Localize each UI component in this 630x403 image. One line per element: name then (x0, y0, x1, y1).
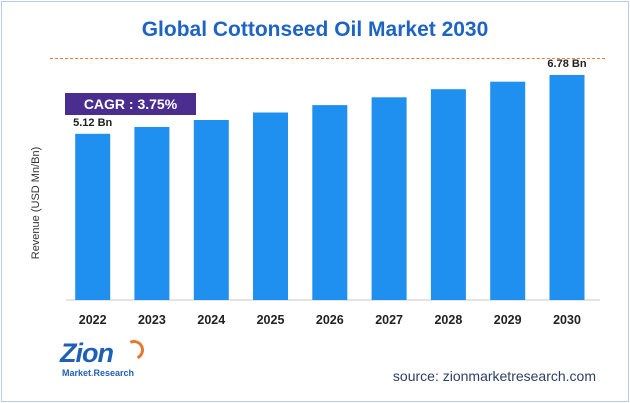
bar-2024 (193, 120, 229, 300)
bar-2025 (253, 112, 288, 300)
y-axis-label: Revenue (USD Mn/Bn) (30, 146, 42, 260)
logo-wordmark: Zion (60, 338, 114, 368)
bars-layer: 2022 5.12 Bn 2023 2024 2025 2026 2027 2028 2029 2… (73, 58, 587, 327)
x-tick-label-2025: 2025 (257, 313, 285, 327)
source-note: source: zionmarketresearch.com (392, 368, 596, 384)
bar-2023 (134, 127, 170, 300)
chart-title: Global Cottonseed Oil Market 2030 (141, 18, 489, 41)
value-label-2022: 5.12 Bn (73, 117, 112, 129)
x-tick-label-2026: 2026 (316, 313, 344, 327)
x-tick-label-2023: 2023 (138, 313, 166, 327)
x-tick-label-2022: 2022 (79, 313, 107, 327)
logo-sub-right: Research (93, 368, 135, 378)
zion-logo: Zion Market.Research (60, 337, 150, 382)
title-divider (50, 58, 605, 59)
bar-2026 (312, 105, 348, 300)
x-tick-label-2029: 2029 (494, 313, 522, 327)
bar-2030 (549, 75, 585, 300)
x-tick-label-2028: 2028 (434, 313, 462, 327)
logo-swoosh-icon (121, 337, 147, 363)
x-tick-label-2027: 2027 (375, 313, 403, 327)
logo-sub-left: Market (62, 368, 92, 378)
value-label-2030: 6.78 Bn (547, 58, 586, 70)
bar-2028 (430, 89, 466, 300)
bar-2022 (75, 133, 111, 300)
bar-2029 (490, 81, 526, 300)
cagr-badge: CAGR : 3.75% (65, 93, 196, 115)
logo-subtitle: Market.Research (62, 368, 135, 378)
bar-2027 (371, 97, 407, 300)
x-tick-label-2024: 2024 (197, 313, 225, 327)
x-tick-label-2030: 2030 (553, 313, 581, 327)
